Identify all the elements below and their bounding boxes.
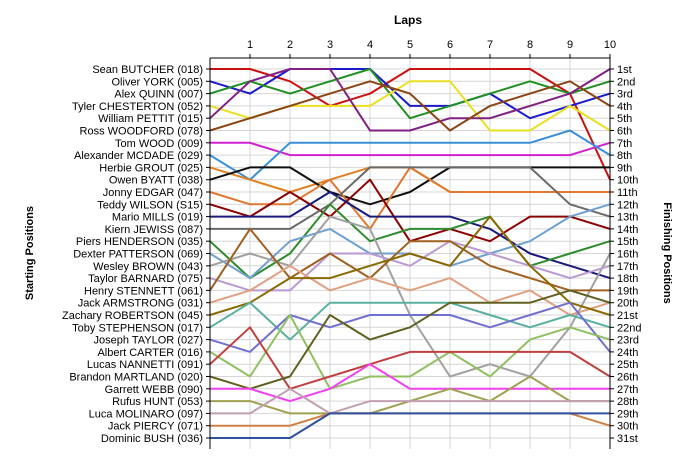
series-line <box>209 68 611 120</box>
finish-label: 20th <box>617 298 638 310</box>
x-tick-label: 4 <box>367 39 373 51</box>
driver-label: Brandon MARTLAND (020) <box>69 372 203 384</box>
x-tick-label: 5 <box>407 39 413 51</box>
finish-label: 25th <box>617 359 638 371</box>
driver-label: Lucas NANNETTI (091) <box>87 359 203 371</box>
finish-label: 13th <box>617 212 638 224</box>
axes <box>206 54 614 449</box>
driver-label: Mario MILLS (019) <box>112 212 203 224</box>
finish-label: 22nd <box>617 322 641 334</box>
series-line <box>209 289 611 390</box>
driver-label: Rufus HUNT (053) <box>112 396 203 408</box>
series-line <box>209 68 611 120</box>
series-line <box>209 166 610 206</box>
driver-label: Luca MOLINARO (097) <box>89 408 203 420</box>
driver-label: Alexander MCDADE (029) <box>74 150 203 162</box>
finish-label: 26th <box>617 372 638 384</box>
driver-label: William PETTIT (015) <box>98 113 203 125</box>
x-tick-label: 7 <box>487 39 493 51</box>
x-tick-label: 8 <box>527 39 533 51</box>
finish-label: 4th <box>617 101 632 113</box>
finish-label: 2nd <box>617 76 635 88</box>
series-line <box>209 314 611 390</box>
driver-label: Tom WOOD (009) <box>115 138 203 150</box>
driver-label: Oliver YORK (005) <box>112 76 204 88</box>
finish-label: 14th <box>617 224 638 236</box>
driver-label: Toby STEPHENSON (017) <box>72 322 203 334</box>
x-tick-label: 10 <box>604 39 616 51</box>
labels: 1 2 3 4 5 6 7 8 9 10 Sean BUTCHER (018)Oliver YORK… <box>62 39 642 445</box>
driver-label: Piers HENDERSON (035) <box>76 236 203 248</box>
driver-label: Joseph TAYLOR (027) <box>94 335 203 347</box>
x-tick-label: 3 <box>327 39 333 51</box>
finish-label: 27th <box>617 384 638 396</box>
right-axis-title: Finishing Positions <box>661 202 673 303</box>
finish-label: 17th <box>617 261 638 273</box>
driver-label: Dexter PATTERSON (069) <box>73 249 203 261</box>
series-line <box>209 227 610 292</box>
x-tick-label: 9 <box>567 39 573 51</box>
driver-label: Ross WOODFORD (078) <box>80 126 203 138</box>
series-line <box>209 68 611 132</box>
x-tick-label: 1 <box>247 39 253 51</box>
driver-label: Jonny EDGAR (047) <box>103 187 203 199</box>
driver-label: Garrett WEBB (090) <box>105 384 203 396</box>
driver-label: Henry STENNETT (061) <box>84 285 203 297</box>
finish-label: 23rd <box>617 335 639 347</box>
series-line <box>210 387 610 415</box>
series-line <box>209 129 611 181</box>
finish-label: 1st <box>617 64 632 76</box>
finish-label: 18th <box>617 273 638 285</box>
series-lines <box>209 68 611 439</box>
finish-label: 16th <box>617 249 638 261</box>
series-line <box>209 240 611 292</box>
x-axis-title: Laps <box>394 13 422 27</box>
finish-label: 28th <box>617 396 638 408</box>
driver-label: Dominic BUSH (036) <box>101 433 203 445</box>
driver-label: Zachary ROBERTSON (045) <box>62 310 203 322</box>
series-line <box>210 191 611 280</box>
driver-label: Jack PIERCY (071) <box>108 421 203 433</box>
driver-label: Teddy WILSON (S15) <box>97 199 203 211</box>
finish-label: 15th <box>617 236 638 248</box>
finish-label: 24th <box>617 347 638 359</box>
finish-label: 19th <box>617 285 638 297</box>
driver-label: Kiern JEWISS (087) <box>105 224 203 236</box>
series-line <box>210 166 611 230</box>
series-line <box>209 215 611 316</box>
left-axis-title: Starting Positions <box>24 206 36 300</box>
finish-label: 12th <box>617 199 638 211</box>
x-tick-label: 6 <box>447 39 453 51</box>
driver-label: Tyler CHESTERTON (052) <box>72 101 203 113</box>
finish-label: 9th <box>617 162 632 174</box>
finish-label: 31st <box>617 433 638 445</box>
finish-label: 8th <box>617 150 632 162</box>
finish-label: 30th <box>617 421 638 433</box>
driver-label: Taylor BARNARD (075) <box>88 273 203 285</box>
finish-label: 29th <box>617 408 638 420</box>
driver-label: Sean BUTCHER (018) <box>92 64 203 76</box>
driver-label: Wesley BROWN (043) <box>93 261 203 273</box>
finish-label: 21st <box>617 310 638 322</box>
series-line <box>210 412 610 439</box>
driver-label: Jack ARMSTRONG (031) <box>78 298 203 310</box>
finish-label: 5th <box>617 113 632 125</box>
driver-label: Alex QUINN (007) <box>114 89 203 101</box>
finish-label: 7th <box>617 138 632 150</box>
finish-label: 6th <box>617 126 632 138</box>
finish-label: 11th <box>617 187 638 199</box>
driver-label: Owen BYATT (038) <box>109 175 203 187</box>
finish-label: 10th <box>617 175 638 187</box>
x-tick-label: 2 <box>287 39 293 51</box>
series-line <box>209 80 611 132</box>
series-line <box>210 141 611 157</box>
series-line <box>209 326 611 390</box>
finish-label: 3rd <box>617 89 633 101</box>
driver-label: Albert CARTER (016) <box>97 347 203 359</box>
driver-label: Herbie GROUT (025) <box>99 162 203 174</box>
series-line <box>209 301 611 353</box>
